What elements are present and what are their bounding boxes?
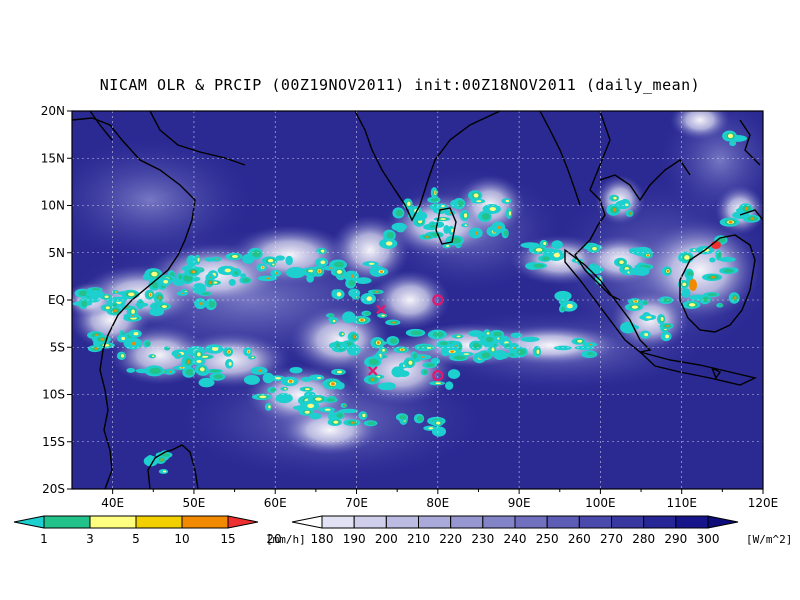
legend-label: 200: [375, 532, 398, 546]
precip-legend: 1 3 5 10 15 20[mm/h]: [13, 515, 306, 546]
legend-swatch: [675, 515, 709, 529]
legend-label: 230: [471, 532, 494, 546]
legend-label: 5: [132, 532, 140, 546]
lat-lon-grid: [72, 111, 763, 489]
markers: [368, 294, 444, 382]
lon-tick-label: 120E: [748, 496, 779, 510]
lat-tick-label: 5S: [50, 340, 65, 354]
lat-tick-label: 5N: [48, 246, 65, 260]
lon-tick-label: 80E: [426, 496, 449, 510]
legend-label: 290: [664, 532, 687, 546]
legend-swatch: [418, 515, 452, 529]
x-marker: [376, 304, 386, 315]
legend-swatch: [13, 515, 45, 529]
legend-label: 180: [311, 532, 334, 546]
legend-swatch: [385, 515, 420, 529]
legend-label: 3: [86, 532, 94, 546]
legend-swatch: [89, 515, 137, 529]
lon-tick-label: 110E: [666, 496, 697, 510]
latitude-axis: 20N 15N 10N 5N EQ 5S 10S 15S 20S: [41, 104, 72, 496]
legend-label: 10: [174, 532, 189, 546]
legend-label: 190: [343, 532, 366, 546]
lat-tick-label: EQ: [48, 293, 65, 307]
lon-tick-label: 90E: [508, 496, 531, 510]
x-marker: [368, 366, 378, 376]
legend-swatch: [546, 515, 580, 529]
legend-label: 1: [40, 532, 48, 546]
legend-label: 300: [697, 532, 720, 546]
lon-tick-label: 60E: [264, 496, 287, 510]
legend-label: 20: [266, 532, 281, 546]
legend-swatch: [43, 515, 91, 529]
legend-swatch: [291, 515, 323, 529]
olr-legend: 180 190 200 210 220 230 240 250 260 270 280 290 300 […: [291, 515, 792, 546]
legend-label: 15: [220, 532, 235, 546]
lon-tick-label: 40E: [101, 496, 124, 510]
legend-swatch: [643, 515, 677, 529]
legend-label: 280: [632, 532, 655, 546]
longitude-axis: 40E 50E 60E 70E 80E 90E 100E 110E 120E: [101, 489, 778, 510]
legend-swatch: [611, 515, 645, 529]
legend-unit: [W/m^2]: [746, 533, 792, 546]
lat-tick-label: 15N: [41, 151, 65, 165]
legend-swatch: [578, 515, 612, 529]
legend-label: 260: [568, 532, 591, 546]
legend-swatch: [450, 515, 484, 529]
legend-swatch: [321, 515, 355, 529]
legend-swatch: [707, 515, 739, 529]
olr-field: [72, 111, 763, 489]
lat-tick-label: 20S: [42, 482, 65, 496]
legend-label: 210: [407, 532, 430, 546]
lon-tick-label: 70E: [345, 496, 368, 510]
legend-swatch: [353, 515, 387, 529]
legend-swatch: [181, 515, 229, 529]
circle-marker: [432, 294, 444, 306]
legend-swatch: [227, 515, 259, 529]
lon-tick-label: 50E: [183, 496, 206, 510]
lat-tick-label: 10N: [41, 199, 65, 213]
legend-swatch: [514, 515, 548, 529]
lat-tick-label: 10S: [42, 388, 65, 402]
lat-tick-label: 20N: [41, 104, 65, 118]
legend-unit: [mm/h]: [266, 533, 306, 546]
legend-label: 250: [536, 532, 559, 546]
legend-label: 220: [439, 532, 462, 546]
lat-tick-label: 15S: [42, 435, 65, 449]
legend-swatch: [482, 515, 516, 529]
legend-label: 270: [600, 532, 623, 546]
legend-label: 240: [504, 532, 527, 546]
lon-tick-label: 100E: [585, 496, 616, 510]
coastlines: [72, 111, 763, 489]
circle-marker: [432, 370, 444, 382]
legend-swatch: [135, 515, 183, 529]
map-title: NICAM OLR & PRCIP (00Z19NOV2011) init:00…: [99, 76, 701, 94]
